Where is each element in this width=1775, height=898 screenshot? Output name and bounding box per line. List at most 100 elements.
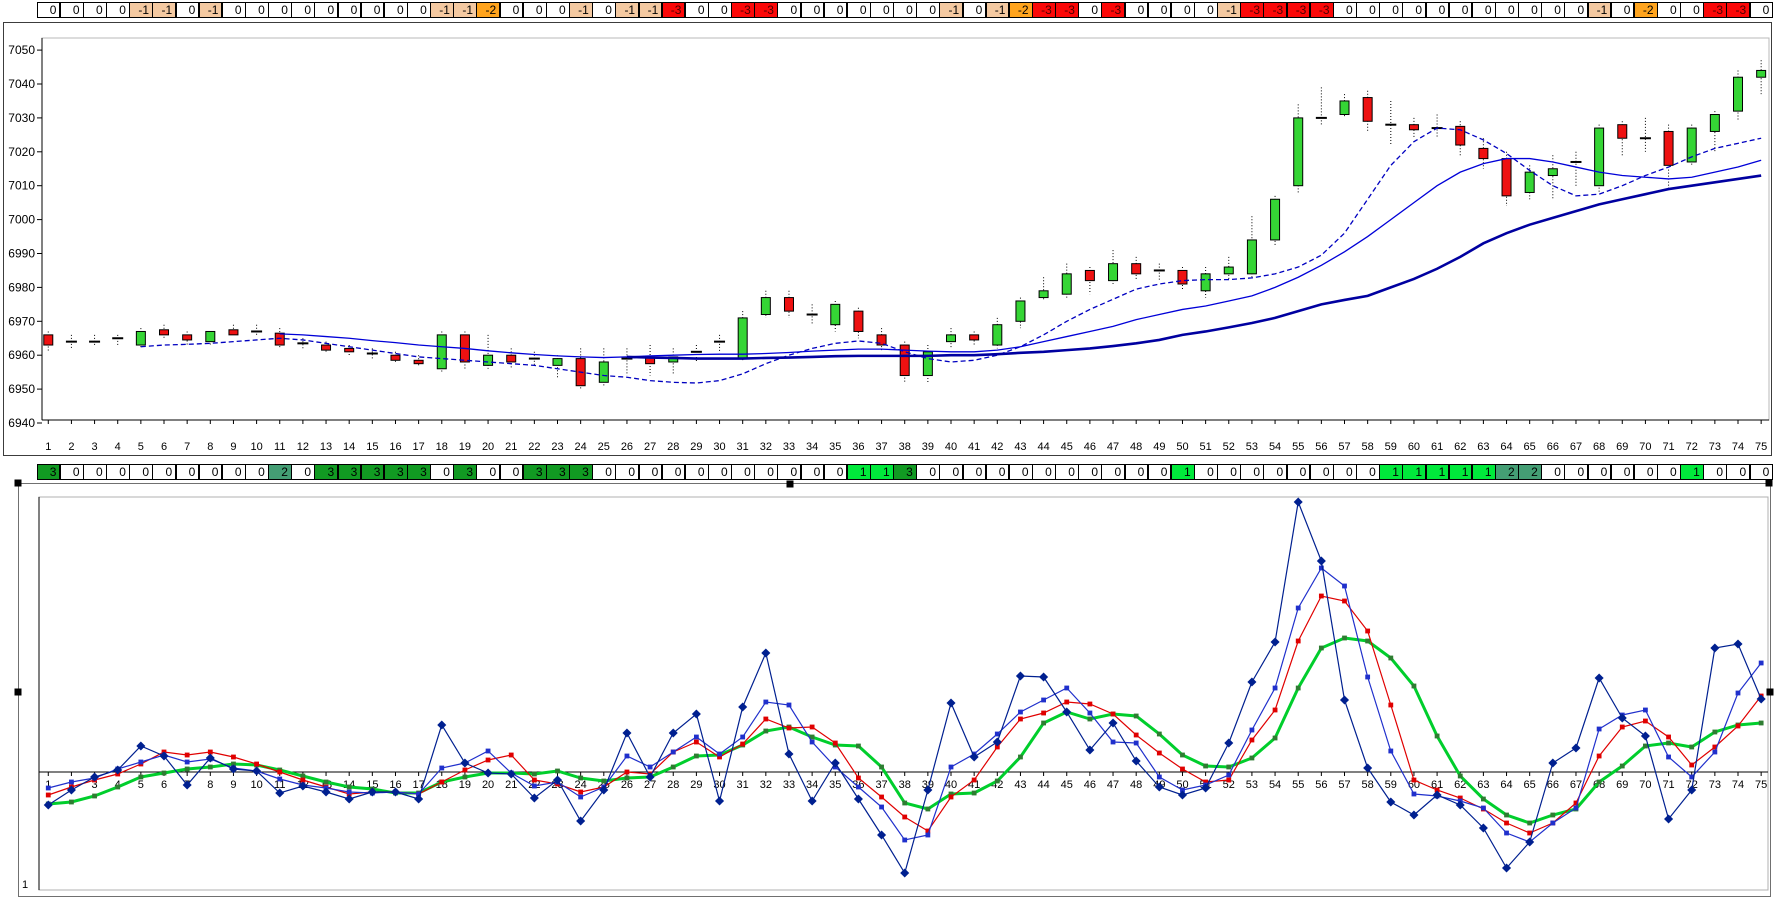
signal-cell-bottom[interactable]: 0 (731, 464, 755, 480)
signal-cell-bottom[interactable]: 0 (82, 464, 107, 480)
signal-cell-bottom[interactable]: 0 (291, 464, 316, 480)
signal-cell-bottom[interactable]: 0 (1703, 464, 1728, 480)
oscillator-panel[interactable] (18, 483, 1771, 897)
signal-cell-top[interactable]: 0 (1610, 2, 1635, 18)
signal-cell-top[interactable]: 0 (245, 2, 269, 18)
signal-cell-top[interactable]: -3 (731, 2, 755, 18)
signal-cell-bottom[interactable]: 1 (1402, 464, 1427, 480)
signal-cell-top[interactable]: -3 (1032, 2, 1056, 18)
signal-cell-top[interactable]: 0 (1448, 2, 1473, 18)
signal-cell-top[interactable]: 0 (82, 2, 107, 18)
signal-cell-bottom[interactable]: 0 (1147, 464, 1172, 480)
signal-cell-top[interactable]: 0 (893, 2, 917, 18)
signal-cell-bottom[interactable]: 2 (268, 464, 292, 480)
signal-cell-top[interactable]: 0 (314, 2, 339, 18)
signal-cell-top[interactable]: 0 (407, 2, 431, 18)
signal-cell-bottom[interactable]: 3 (360, 464, 385, 480)
signal-cell-top[interactable]: 0 (684, 2, 709, 18)
signal-cell-bottom[interactable]: 1 (1680, 464, 1704, 480)
signal-cell-top[interactable]: -2 (1633, 2, 1658, 18)
signal-cell-bottom[interactable]: 0 (800, 464, 825, 480)
signal-cell-bottom[interactable]: 0 (1078, 464, 1103, 480)
signal-cell-bottom[interactable]: 0 (1749, 464, 1774, 480)
signal-cell-top[interactable]: -1 (1587, 2, 1612, 18)
signal-cell-top[interactable]: 0 (707, 2, 732, 18)
signal-cell-top[interactable]: -3 (1286, 2, 1311, 18)
signal-cell-bottom[interactable]: 0 (430, 464, 454, 480)
signal-cell-bottom[interactable]: 1 (846, 464, 871, 480)
signal-cell-bottom[interactable]: 0 (1633, 464, 1658, 480)
signal-cell-bottom[interactable]: 0 (198, 464, 223, 480)
signal-cell-bottom[interactable]: 0 (684, 464, 709, 480)
signal-cell-top[interactable]: 0 (499, 2, 524, 18)
signal-cell-top[interactable]: -1 (453, 2, 478, 18)
signal-cell-bottom[interactable]: 0 (1008, 464, 1033, 480)
signal-cell-top[interactable]: 0 (1379, 2, 1403, 18)
signal-cell-top[interactable]: -1 (638, 2, 663, 18)
signal-cell-bottom[interactable]: 0 (476, 464, 501, 480)
signal-cell-top[interactable]: -3 (1309, 2, 1334, 18)
signal-cell-top[interactable]: 0 (1494, 2, 1519, 18)
signal-cell-bottom[interactable]: 0 (499, 464, 524, 480)
signal-cell-top[interactable]: 0 (36, 2, 61, 18)
signal-cell-bottom[interactable]: 0 (939, 464, 964, 480)
signal-cell-bottom[interactable]: 0 (1541, 464, 1565, 480)
signal-cell-top[interactable]: 0 (360, 2, 385, 18)
signal-cell-bottom[interactable]: 0 (1263, 464, 1288, 480)
signal-cell-top[interactable]: 0 (1564, 2, 1589, 18)
signal-cell-bottom[interactable]: 0 (245, 464, 269, 480)
signal-cell-bottom[interactable]: 3 (383, 464, 408, 480)
signal-cell-bottom[interactable]: 0 (962, 464, 987, 480)
signal-cell-top[interactable]: -1 (129, 2, 154, 18)
signal-cell-top[interactable]: -3 (754, 2, 778, 18)
signal-cell-bottom[interactable]: 0 (1240, 464, 1265, 480)
signal-cell-bottom[interactable]: 1 (1471, 464, 1496, 480)
signal-cell-bottom[interactable]: 3 (522, 464, 547, 480)
signal-cell-top[interactable]: 0 (383, 2, 408, 18)
signal-cell-top[interactable]: -1 (985, 2, 1010, 18)
signal-cell-top[interactable]: 0 (1518, 2, 1542, 18)
signal-cell-top[interactable]: -2 (476, 2, 501, 18)
signal-cell-top[interactable]: 0 (916, 2, 941, 18)
signal-cell-top[interactable]: -1 (939, 2, 964, 18)
signal-cell-top[interactable]: -1 (615, 2, 640, 18)
signal-cell-bottom[interactable]: 0 (221, 464, 246, 480)
signal-cell-bottom[interactable]: 3 (407, 464, 431, 480)
signal-cell-bottom[interactable]: 0 (777, 464, 802, 480)
signal-cell-top[interactable]: 0 (1749, 2, 1774, 18)
signal-cell-bottom[interactable]: 0 (1564, 464, 1589, 480)
signal-cell-top[interactable]: -1 (152, 2, 177, 18)
signal-cell-top[interactable]: -3 (1240, 2, 1265, 18)
signal-cell-bottom[interactable]: 0 (1055, 464, 1079, 480)
signal-cell-bottom[interactable]: 0 (175, 464, 200, 480)
signal-cell-top[interactable]: 0 (1194, 2, 1218, 18)
signal-cell-bottom[interactable]: 0 (129, 464, 154, 480)
signal-cell-top[interactable]: -1 (430, 2, 454, 18)
signal-cell-bottom[interactable]: 0 (661, 464, 686, 480)
signal-cell-top[interactable]: 0 (1078, 2, 1103, 18)
signal-cell-top[interactable]: 0 (592, 2, 616, 18)
signal-cell-top[interactable]: 0 (1402, 2, 1427, 18)
signal-cell-bottom[interactable]: 0 (1101, 464, 1126, 480)
signal-cell-top[interactable]: -3 (661, 2, 686, 18)
signal-cell-bottom[interactable]: 1 (1425, 464, 1450, 480)
signal-cell-bottom[interactable]: 0 (1332, 464, 1357, 480)
signal-cell-bottom[interactable]: 0 (754, 464, 778, 480)
signal-cell-bottom[interactable]: 0 (638, 464, 663, 480)
signal-cell-top[interactable]: -3 (1101, 2, 1126, 18)
signal-cell-top[interactable]: 0 (846, 2, 871, 18)
signal-cell-bottom[interactable]: 2 (1518, 464, 1542, 480)
signal-cell-bottom[interactable]: 0 (1217, 464, 1241, 480)
signal-cell-top[interactable]: 0 (337, 2, 362, 18)
signal-cell-top[interactable]: 0 (823, 2, 848, 18)
signal-cell-bottom[interactable]: 3 (545, 464, 570, 480)
signal-cell-bottom[interactable]: 0 (1124, 464, 1149, 480)
signal-cell-top[interactable]: 0 (1425, 2, 1450, 18)
signal-cell-bottom[interactable]: 0 (1656, 464, 1681, 480)
signal-cell-bottom[interactable]: 0 (1194, 464, 1218, 480)
signal-cell-top[interactable]: -2 (1008, 2, 1033, 18)
signal-cell-bottom[interactable]: 0 (1356, 464, 1380, 480)
signal-cell-bottom[interactable]: 1 (1170, 464, 1195, 480)
signal-cell-top[interactable]: 0 (1147, 2, 1172, 18)
signal-cell-top[interactable]: -1 (569, 2, 593, 18)
